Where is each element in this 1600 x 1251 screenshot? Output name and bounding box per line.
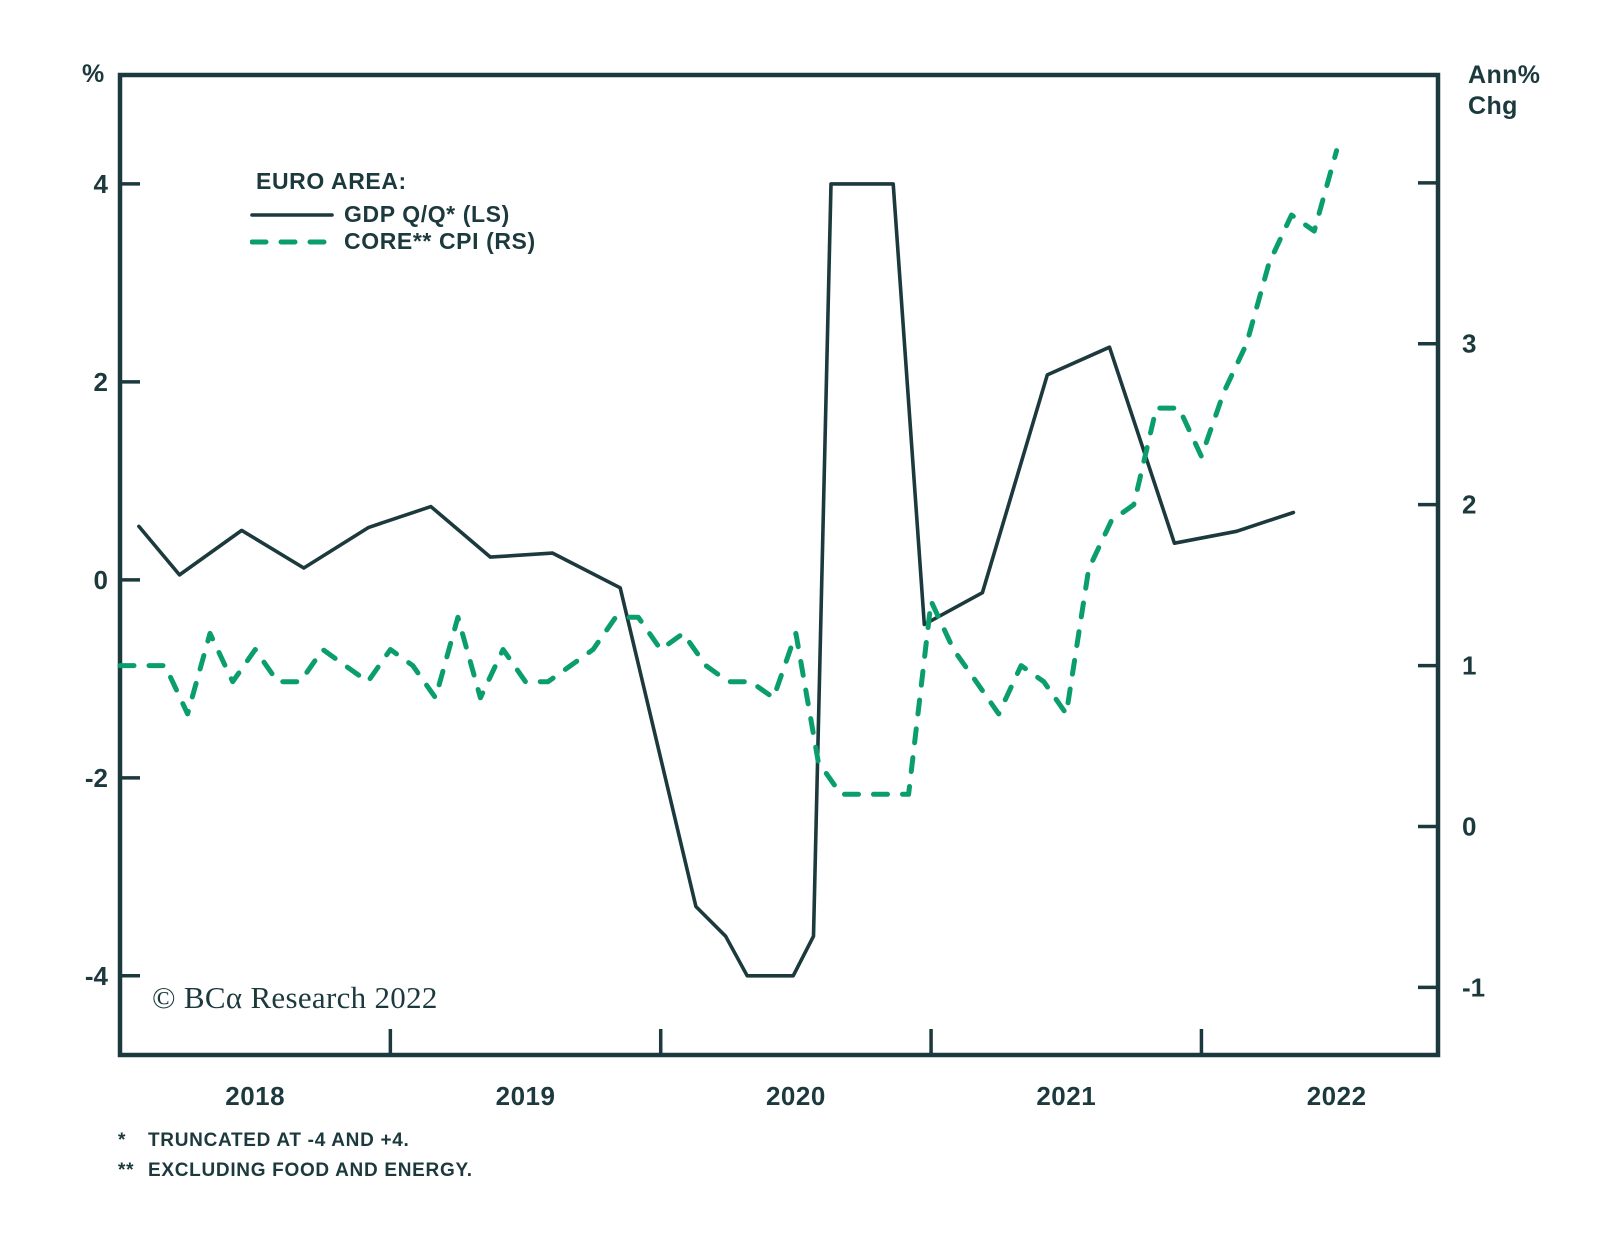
footnote-2-text: EXCLUDING FOOD AND ENERGY. [148,1160,473,1181]
footnote-2: ** EXCLUDING FOOD AND ENERGY. [118,1156,473,1186]
left-axis-tick-label: -4 [85,961,109,991]
gdp-line [137,182,1296,978]
x-axis-year-label: 2018 [225,1081,285,1111]
right-axis-tick-label: 1 [1462,651,1476,681]
left-axis-tick-label: 2 [94,367,108,397]
footnote-1-marker: * [118,1130,127,1151]
right-axis-tick-label: -1 [1462,972,1485,1002]
right-axis-unit-line2: Chg [1468,92,1518,120]
plot-frame [117,72,1441,1058]
gdp-line-swatch [250,212,334,217]
right-axis-tick-label: 3 [1462,329,1476,359]
left-axis-tick-label: 4 [94,169,109,199]
right-axis-tick-label: 0 [1462,811,1476,841]
right-axis-unit-line1: Ann% [1468,61,1541,89]
left-axis-tick-label: -2 [85,763,108,793]
footnote-2-marker: ** [118,1160,135,1181]
right-axis-unit-label: Ann% Chg [1468,60,1540,122]
x-axis-year-label: 2020 [766,1081,826,1111]
cpi-line [117,148,1340,797]
footnote-1: * TRUNCATED AT -4 AND +4. [118,1126,473,1156]
cpi-line-swatch [250,239,334,244]
left-axis-unit-label: % [82,60,105,88]
left-axis-tick-label: 0 [94,565,108,595]
footnote-1-text: TRUNCATED AT -4 AND +4. [148,1130,410,1151]
legend-item-gdp: GDP Q/Q* (LS) [250,201,536,228]
legend-label-gdp: GDP Q/Q* (LS) [344,201,510,227]
legend-label-cpi: CORE** CPI (RS) [344,228,536,254]
right-axis-tick-label: 2 [1462,490,1476,520]
copyright: © BCα Research 2022 [152,980,438,1015]
legend: EURO AREA: GDP Q/Q* (LS) CORE** CPI (RS) [250,168,536,255]
x-axis-year-label: 2019 [496,1081,556,1111]
x-axis-year-label: 2021 [1036,1081,1096,1111]
footnotes: * TRUNCATED AT -4 AND +4. ** EXCLUDING F… [118,1126,473,1186]
x-axis-year-label: 2022 [1307,1081,1367,1111]
legend-item-cpi: CORE** CPI (RS) [250,228,536,255]
legend-title: EURO AREA: [256,168,407,194]
